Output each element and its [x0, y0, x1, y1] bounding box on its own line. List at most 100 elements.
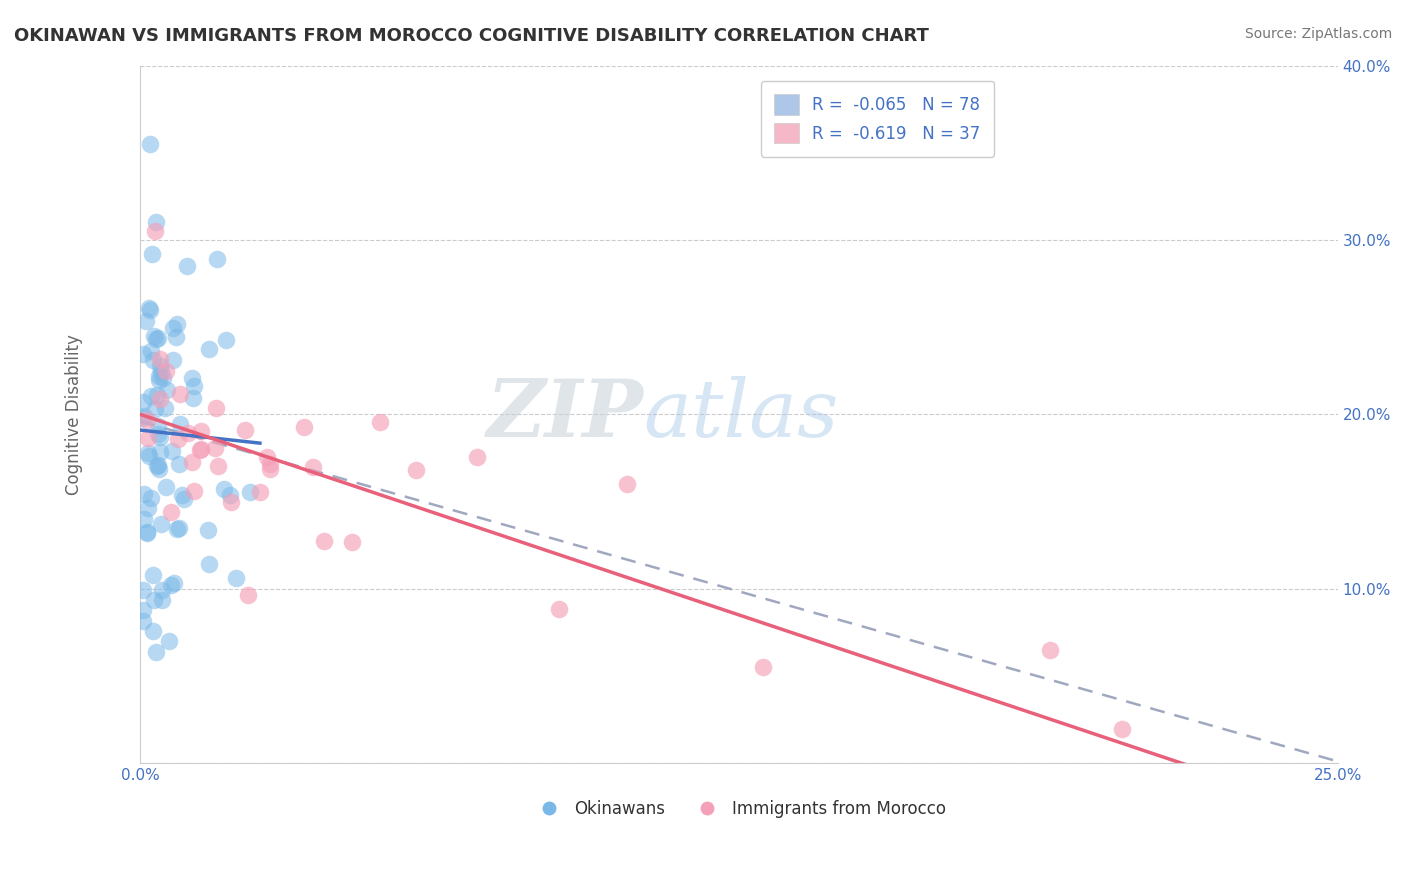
Point — [167, 521, 190, 535]
Text: Cognitive Disability: Cognitive Disability — [65, 334, 83, 495]
Point — [1111, 722, 1133, 736]
Point — [153, 401, 176, 416]
Point — [160, 444, 183, 458]
Point — [162, 352, 184, 367]
Point — [177, 425, 200, 440]
Point — [136, 431, 159, 445]
Point — [752, 660, 775, 674]
Point — [135, 413, 157, 427]
Point — [139, 302, 162, 317]
Point — [197, 523, 219, 537]
Point — [139, 344, 162, 359]
Text: OKINAWAN VS IMMIGRANTS FROM MOROCCO COGNITIVE DISABILITY CORRELATION CHART: OKINAWAN VS IMMIGRANTS FROM MOROCCO COGN… — [14, 27, 929, 45]
Point — [166, 317, 188, 331]
Point — [149, 430, 172, 444]
Point — [256, 450, 278, 464]
Point — [218, 488, 240, 502]
Point — [166, 432, 188, 446]
Legend: Okinawans, Immigrants from Morocco: Okinawans, Immigrants from Morocco — [526, 793, 952, 824]
Point — [162, 320, 184, 334]
Point — [160, 578, 183, 592]
Point — [259, 462, 281, 476]
Point — [292, 419, 315, 434]
Point — [198, 342, 221, 356]
Point — [139, 389, 162, 403]
Point — [145, 459, 167, 474]
Point — [131, 615, 153, 629]
Point — [139, 137, 162, 152]
Text: ZIP: ZIP — [486, 376, 643, 453]
Point — [135, 314, 157, 328]
Point — [312, 533, 335, 548]
Point — [142, 592, 165, 607]
Point — [173, 491, 195, 506]
Point — [148, 462, 170, 476]
Point — [145, 401, 167, 416]
Point — [342, 535, 364, 549]
Point — [136, 501, 159, 516]
Point — [150, 582, 173, 597]
Point — [148, 331, 170, 345]
Point — [135, 526, 157, 541]
Point — [301, 460, 323, 475]
Point — [148, 369, 170, 384]
Point — [146, 388, 169, 402]
Point — [142, 353, 165, 368]
Point — [212, 482, 235, 496]
Point — [150, 365, 173, 379]
Point — [176, 260, 198, 274]
Point — [163, 576, 186, 591]
Text: atlas: atlas — [643, 376, 838, 453]
Point — [146, 426, 169, 441]
Point — [405, 463, 427, 477]
Point — [155, 364, 177, 378]
Point — [368, 415, 391, 429]
Point — [138, 301, 160, 315]
Point — [183, 378, 205, 392]
Point — [547, 602, 569, 616]
Point — [465, 450, 488, 464]
Point — [139, 491, 162, 505]
Point — [134, 409, 156, 423]
Point — [149, 351, 172, 366]
Point — [180, 455, 202, 469]
Point — [205, 401, 228, 416]
Point — [181, 370, 204, 384]
Point — [249, 485, 271, 500]
Point — [233, 423, 256, 437]
Point — [160, 505, 183, 519]
Point — [149, 359, 172, 373]
Point — [134, 487, 156, 501]
Point — [183, 483, 205, 498]
Point — [141, 247, 163, 261]
Point — [142, 568, 165, 582]
Point — [198, 557, 221, 571]
Point — [157, 633, 180, 648]
Point — [131, 347, 153, 361]
Point — [136, 446, 159, 460]
Point — [155, 479, 177, 493]
Point — [215, 333, 238, 347]
Point — [239, 485, 262, 500]
Point — [169, 417, 191, 431]
Point — [149, 392, 172, 406]
Point — [150, 517, 173, 532]
Point — [131, 395, 153, 409]
Point — [166, 522, 188, 536]
Point — [225, 571, 247, 585]
Point — [142, 624, 165, 638]
Point — [152, 593, 174, 607]
Point — [181, 391, 204, 405]
Point — [145, 214, 167, 228]
Point — [148, 445, 170, 459]
Point — [188, 443, 211, 458]
Point — [136, 525, 159, 540]
Text: Source: ZipAtlas.com: Source: ZipAtlas.com — [1244, 27, 1392, 41]
Point — [1039, 642, 1062, 657]
Point — [143, 224, 166, 238]
Point — [132, 603, 155, 617]
Point — [221, 495, 243, 509]
Point — [142, 329, 165, 343]
Point — [207, 459, 229, 474]
Point — [152, 371, 174, 385]
